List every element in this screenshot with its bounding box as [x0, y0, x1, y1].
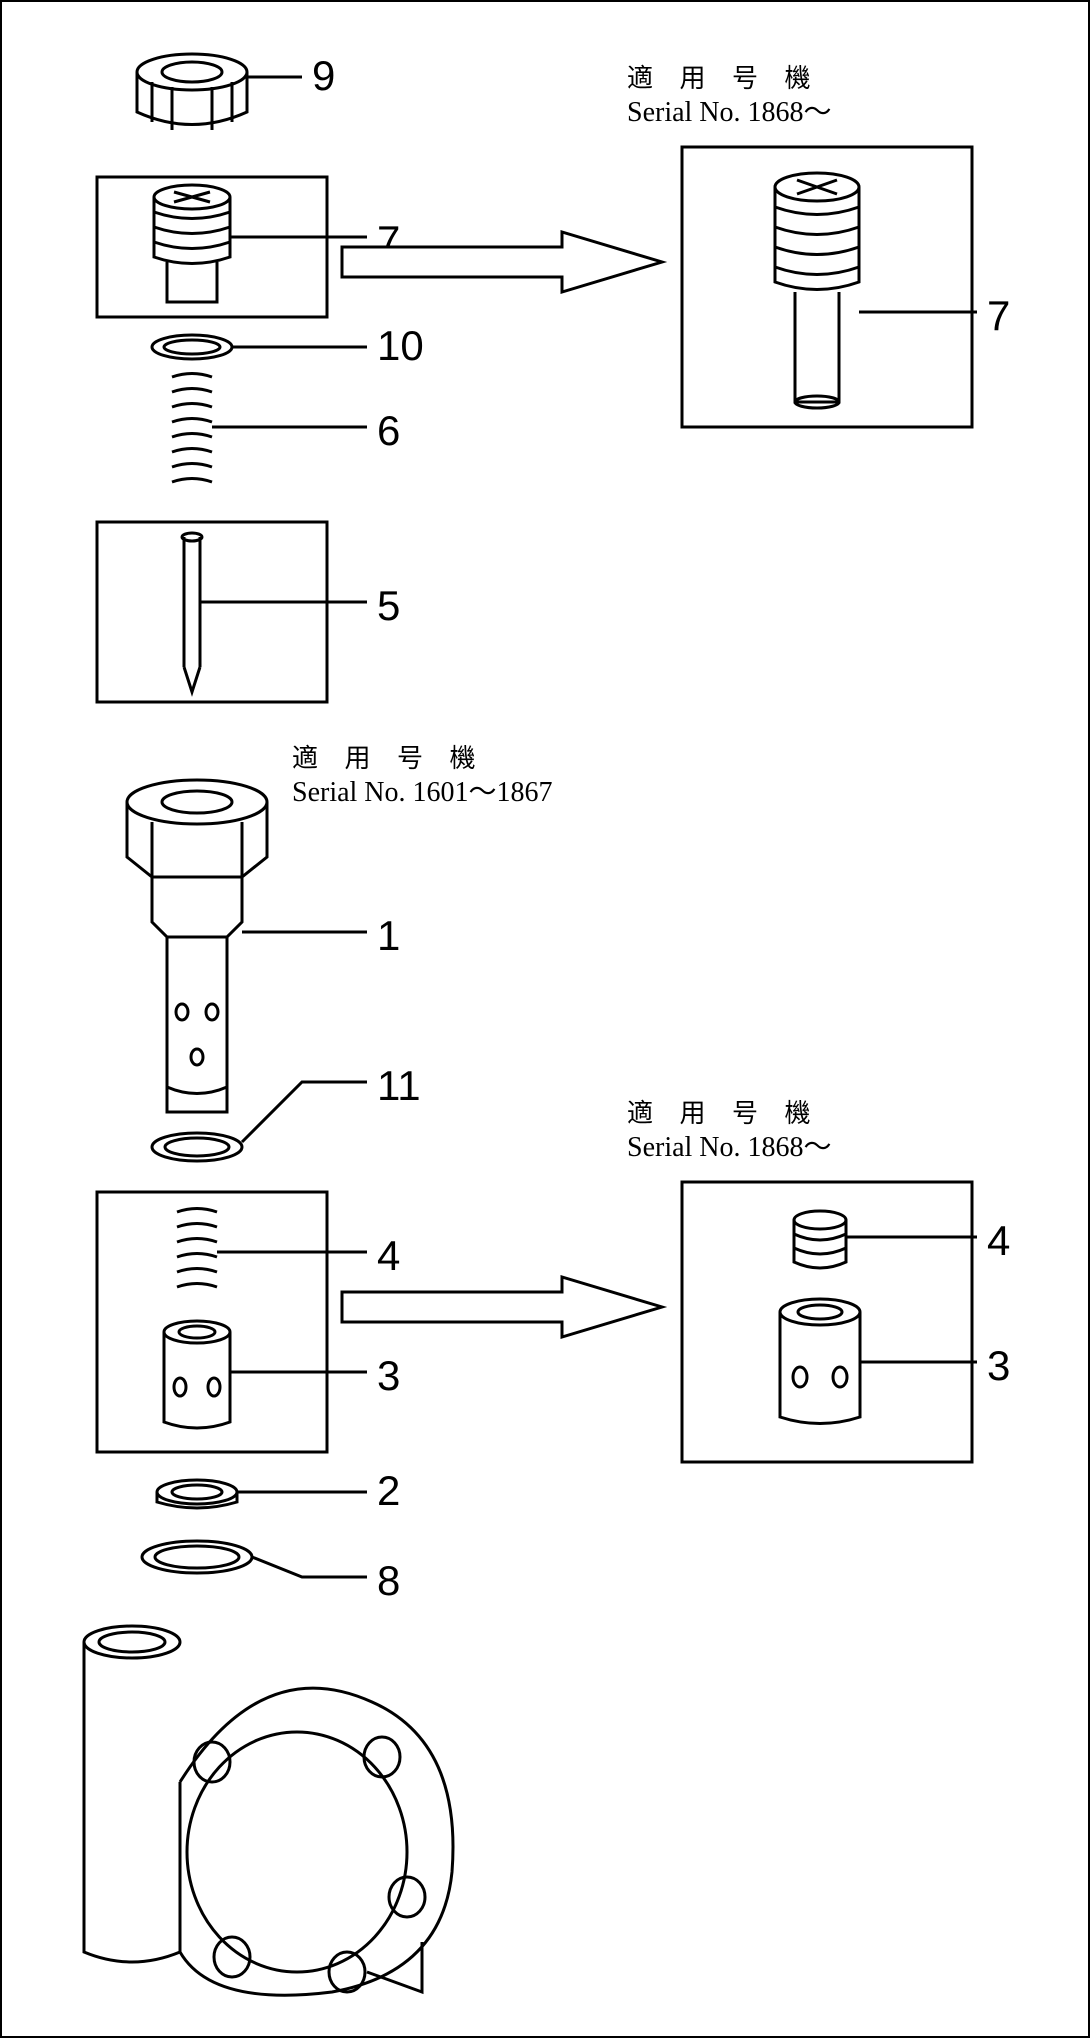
part-pin-5 [182, 533, 202, 692]
part-spring-6 [172, 374, 212, 483]
part-plug-3 [164, 1321, 230, 1428]
part-housing [84, 1626, 453, 1995]
exploded-diagram: 適 用 号 機 Serial No. 1601～1867 適 用 号 機 Ser… [2, 2, 1088, 2036]
part-body-1 [127, 780, 267, 1112]
part-nut-9 [137, 54, 247, 130]
part-screw-7 [154, 185, 230, 302]
part-spring-4 [177, 1209, 217, 1288]
part-plug-3b [780, 1299, 860, 1424]
part-plug-4b [794, 1211, 846, 1268]
diagram-svg [2, 2, 1090, 2040]
part-washer-2 [157, 1480, 237, 1508]
part-screw-7b [775, 173, 859, 408]
